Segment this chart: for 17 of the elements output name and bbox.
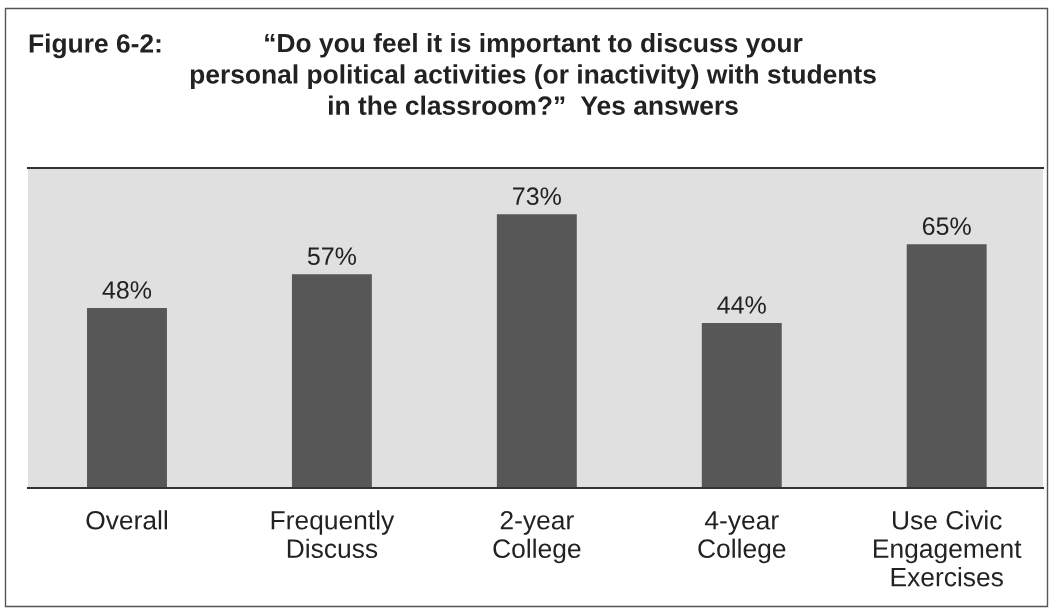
chart-title: Figure 6-2: — [29, 33, 161, 59]
x-tick-label: 2-year College — [493, 510, 581, 564]
bar — [291, 274, 372, 488]
bar — [906, 244, 987, 488]
chart-subtitle: “Do you feel it is important to discuss your personal political activities (or inactivity) with students in the classroom?” Yes answers — [190, 33, 876, 115]
bar — [87, 307, 167, 488]
data-label: 65% — [922, 217, 971, 236]
data-label: 48% — [102, 281, 152, 299]
x-tick-label: Use Civic Engagement Exercises — [874, 510, 1022, 587]
x-tick-label: Overall — [86, 510, 168, 530]
data-label: 57% — [307, 247, 357, 266]
data-label: 73% — [513, 187, 561, 206]
bar — [496, 214, 577, 488]
data-label: 44% — [717, 296, 766, 314]
bar — [701, 322, 782, 488]
x-tick-label: 4-year College — [698, 511, 786, 564]
x-tick-label: Frequently Discuss — [271, 510, 395, 559]
